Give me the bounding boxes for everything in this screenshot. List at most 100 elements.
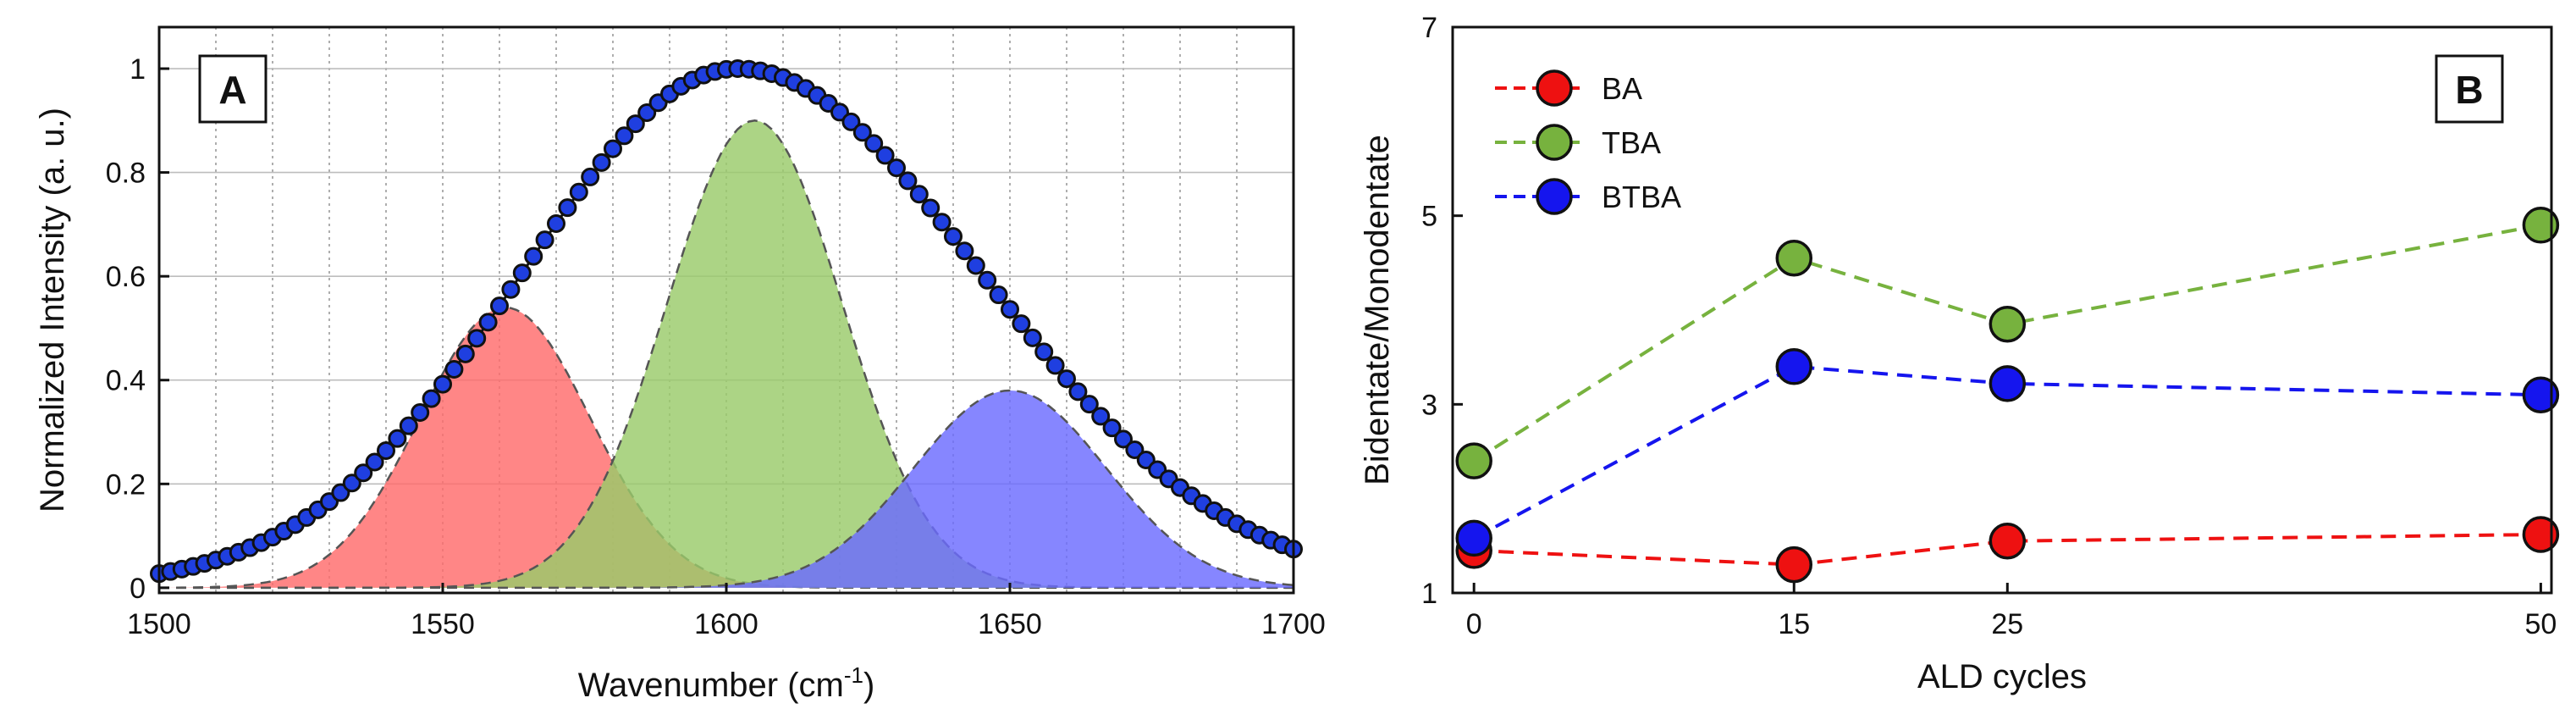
spectrum-point: [1091, 407, 1111, 426]
series-tba-line: [1473, 223, 2541, 462]
legend-btba-marker: [1536, 178, 1573, 215]
spectrum-point: [558, 198, 577, 218]
b-series-lines: [1473, 223, 2541, 567]
a-y-tick-label: 1: [130, 53, 146, 86]
b-badge-label: B: [2455, 68, 2483, 112]
a-x-tick-label: 1550: [411, 608, 475, 640]
spectrum-point: [921, 198, 940, 218]
spectrum-point: [490, 296, 509, 316]
spectrum-point: [455, 344, 475, 363]
spectrum-point: [637, 103, 657, 123]
b-badge: B: [2435, 54, 2504, 124]
series-ba-line: [1474, 533, 2541, 567]
spectrum-point: [377, 440, 395, 460]
spectrum-point: [626, 114, 645, 134]
spectrum-point: [852, 123, 872, 142]
series-btba-point: [1989, 365, 2027, 402]
spectrum-point: [615, 126, 634, 146]
spectrum-point: [989, 285, 1008, 305]
a-badge: A: [198, 54, 268, 124]
a-axis-ticks: 1500 1550 1600 1650 1700 0 0.2 0.4 0.6 0.8 1: [106, 53, 1326, 640]
spectrum-point: [592, 152, 611, 172]
series-tba-point: [2522, 207, 2560, 244]
spectrum-point: [864, 134, 884, 153]
spectrum-point: [354, 463, 373, 483]
series-ba-point: [1989, 523, 2027, 560]
spectrum-point: [524, 246, 543, 266]
a-x-tick-label: 1700: [1261, 608, 1326, 640]
spectrum-point: [478, 313, 498, 332]
b-series-points: [1455, 207, 2560, 584]
spectrum-point: [547, 213, 565, 233]
panel-a: 1500 1550 1600 1650 1700 0 0.2 0.4 0.6 0.8 1 A Wav…: [34, 25, 1326, 704]
a-x-tick-label: 1500: [127, 608, 191, 640]
series-ba-point: [2522, 516, 2560, 553]
spectrum-point: [365, 452, 384, 472]
series-btba-point: [1455, 519, 1492, 557]
spectrum-point: [1102, 418, 1122, 438]
a-y-axis-title: Normalized Intensity (a. u.): [34, 108, 71, 512]
a-badge-box: [198, 54, 268, 124]
fit-peak-2-area: [159, 120, 1294, 588]
b-y-tick-label: 1: [1421, 578, 1437, 610]
spectrum-point: [1125, 440, 1145, 459]
b-legend: BA TBA BTBA: [1495, 69, 1681, 215]
b-plot-frame: [1451, 25, 2553, 595]
spectrum-point: [1045, 356, 1065, 375]
a-x-tick-label: 1650: [978, 608, 1042, 640]
spectrum-point: [604, 139, 622, 158]
a-y-tick-label: 0.4: [106, 365, 146, 397]
series-tba-point: [1455, 442, 1492, 479]
spectrum-point: [411, 402, 430, 422]
b-x-axis-title: ALD cycles: [1917, 658, 2087, 695]
spectrum-point: [388, 429, 407, 448]
b-x-tick-label: 15: [1778, 608, 1810, 640]
spectrum-point: [1057, 369, 1076, 389]
spectrum-point: [467, 329, 487, 348]
series-ba-point: [1775, 546, 1813, 584]
b-y-tick-label: 7: [1421, 12, 1437, 44]
spectrum-point: [1114, 429, 1133, 449]
spectrum-point: [966, 256, 985, 275]
spectrum-point: [512, 263, 532, 283]
series-btba-point: [1775, 348, 1813, 385]
spectrum-point: [535, 230, 554, 250]
series-tba-point: [1775, 240, 1813, 277]
panel-b: 0 15 25 50 1 3 5 7 BA TBA BTBA B ALD cycles Biden…: [1359, 12, 2560, 695]
spectrum-point: [399, 416, 418, 435]
series-tba-point: [1989, 305, 2027, 343]
spectrum-point: [1001, 300, 1019, 319]
series-btba-point: [2522, 376, 2560, 413]
spectrum-point: [569, 182, 588, 202]
b-y-tick-label: 3: [1421, 389, 1437, 421]
spectrum-point: [1012, 314, 1031, 334]
spectrum-point: [342, 474, 361, 493]
b-badge-box: [2435, 54, 2504, 124]
series-btba-line: [1473, 364, 2541, 540]
spectrum-point: [1034, 342, 1054, 362]
spectrum-point: [422, 389, 441, 408]
legend-ba-label: BA: [1602, 71, 1642, 106]
a-x-axis-title: Wavenumber (cm-1): [578, 662, 875, 704]
a-badge-label: A: [218, 68, 246, 112]
b-x-tick-label: 0: [1466, 608, 1482, 640]
spectrum-point: [978, 270, 997, 290]
spectrum-point: [501, 280, 521, 299]
spectrum-point: [898, 171, 918, 191]
spectrum-point: [433, 374, 452, 394]
a-y-tick-label: 0.2: [106, 468, 146, 501]
a-y-tick-label: 0.8: [106, 158, 146, 190]
spectrum-point: [887, 158, 906, 178]
fit-peak-3-area: [159, 390, 1294, 588]
b-axis-ticks: 0 15 25 50 1 3 5 7: [1421, 12, 2557, 640]
a-y-tick-label: 0: [130, 573, 146, 605]
spectrum-point: [444, 360, 464, 379]
a-y-tick-label: 0.6: [106, 261, 146, 293]
spectrum-point: [841, 112, 861, 131]
spectrum-point: [581, 167, 600, 186]
spectrum-point: [944, 227, 963, 246]
spectrum-point: [875, 146, 895, 165]
spectrum-point: [932, 213, 952, 232]
spectrum-point: [1023, 328, 1042, 347]
